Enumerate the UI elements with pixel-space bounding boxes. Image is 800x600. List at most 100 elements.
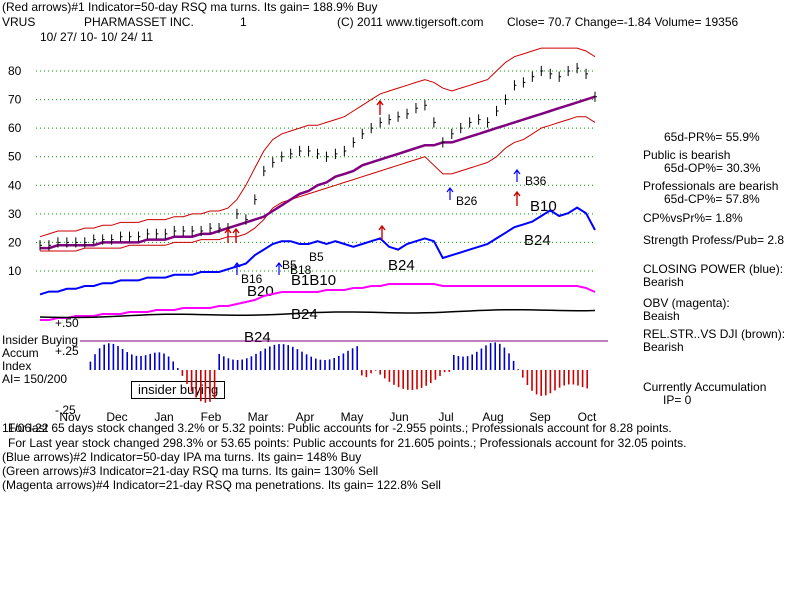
accum-bar [315, 358, 317, 370]
accum-bar [112, 343, 115, 370]
price-tick-label: 30 [8, 207, 22, 221]
accum-bar [439, 370, 441, 377]
accum-bar [246, 358, 248, 370]
accum-bar [223, 356, 225, 370]
accum-bar [342, 353, 345, 370]
upper-band-line [39, 47, 596, 238]
red-arrow [224, 227, 232, 243]
accum-bar [581, 370, 584, 388]
accum-bar [535, 370, 538, 395]
public-label: Public is bearish [643, 148, 731, 162]
accum-bar [149, 353, 151, 370]
accum-bar [577, 370, 579, 386]
accum-bar [448, 370, 450, 372]
accum-bar [494, 342, 496, 370]
accum-bar [379, 370, 381, 375]
accum-bar [434, 370, 437, 380]
accum-bar [568, 370, 570, 385]
accum-bar [402, 370, 404, 389]
month-tick-label: Jun [389, 410, 408, 424]
accum-bar [549, 370, 552, 394]
accum-bar [393, 370, 395, 385]
cpvspr-label: CP%vsPr%= 1.8% [643, 211, 743, 225]
accum-bar [572, 370, 575, 385]
accum-bar [554, 370, 556, 391]
accum-bar [411, 370, 414, 390]
accum-bar [259, 351, 262, 370]
accum-bar [526, 370, 529, 386]
price-tick-label: 40 [8, 178, 22, 192]
header-line1: (Red arrows)#1 Indicator=50-day RSQ ma t… [2, 0, 378, 14]
red-arrow [232, 227, 240, 243]
accum-bar [324, 359, 326, 370]
accum-bar [144, 355, 147, 370]
accum-bar [98, 348, 101, 370]
accum-bar [517, 369, 519, 370]
accum-bar [172, 361, 174, 370]
signal-b1b10: B1B10 [291, 272, 337, 289]
blue-arrow [233, 262, 241, 275]
accum-bar [407, 370, 409, 390]
accum-bar [310, 356, 312, 370]
accum-bar [508, 353, 510, 370]
accum-bar [503, 347, 506, 370]
footer-line1: For last 65 days stock changed 3.2% or 5… [8, 421, 672, 435]
red-arrow [378, 224, 386, 240]
blue-arrow [275, 262, 283, 275]
obv-line [40, 283, 596, 321]
accum-bar [443, 370, 446, 373]
accum-bar [186, 370, 188, 384]
closing-power-label: CLOSING POWER (blue): [643, 262, 784, 276]
obv-status: Beaish [643, 309, 680, 323]
accum-bar [94, 354, 96, 370]
blue-arrow [446, 187, 454, 200]
accum-bar [453, 354, 455, 370]
accum-bar [264, 348, 266, 370]
accum-bar [89, 361, 92, 370]
accum-bar [365, 370, 368, 378]
copyright: (C) 2011 www.tigersoft.com [337, 15, 484, 29]
relstr-status: Bearish [643, 340, 684, 354]
accum-bar [282, 344, 285, 370]
accum-bar [117, 346, 119, 370]
month-tick-label: Feb [201, 410, 222, 424]
accum-bar [305, 354, 308, 370]
accum-bar [269, 346, 271, 370]
accum-bar [531, 370, 533, 391]
accum-bar [177, 368, 179, 370]
accum-tick-p25: +.25 [55, 344, 79, 358]
accum-bar [292, 346, 294, 370]
accumulation-label: Currently Accumulation [643, 380, 767, 394]
accum-bar [457, 356, 460, 370]
accum-bar [586, 370, 588, 389]
accum-bar [351, 348, 354, 370]
price-tick-label: 70 [8, 93, 22, 107]
accum-bar [384, 370, 386, 379]
price-tick-label: 60 [8, 121, 22, 135]
accum-bar [241, 359, 243, 370]
accum-bar [416, 370, 418, 390]
price-tick-label: 20 [8, 235, 22, 249]
rel-str-line [39, 308, 596, 319]
accum-bar [462, 356, 464, 370]
accum-bar [499, 343, 501, 370]
accum-bar [200, 370, 202, 402]
blue-arrow [513, 169, 521, 182]
month-tick-label: Dec [106, 410, 127, 424]
month-tick-label: Apr [296, 410, 315, 424]
month-tick-label: Oct [578, 410, 597, 424]
symbol: VRUS [2, 15, 36, 29]
month-tick-label: Jan [154, 410, 173, 424]
accum-bar [255, 353, 257, 370]
accum-bar [209, 370, 211, 402]
footer-line5: (Magenta arrows)#4 Indicator=21-day RSQ … [2, 478, 441, 492]
op-label: 65d-OP%= 30.3% [664, 161, 761, 175]
accum-bar [278, 344, 280, 370]
relstr-label: REL.STR..VS DJI (brown): [643, 327, 786, 341]
signal-b24-jun: B24 [388, 257, 415, 274]
accum-tick-m25: -.25 [55, 403, 76, 417]
accum-bar [163, 353, 165, 370]
accum-bar [190, 370, 193, 392]
date-range: 10/ 27/ 10- 10/ 24/ 11 [40, 30, 154, 44]
accum-tick-p50: +.50 [55, 316, 79, 330]
